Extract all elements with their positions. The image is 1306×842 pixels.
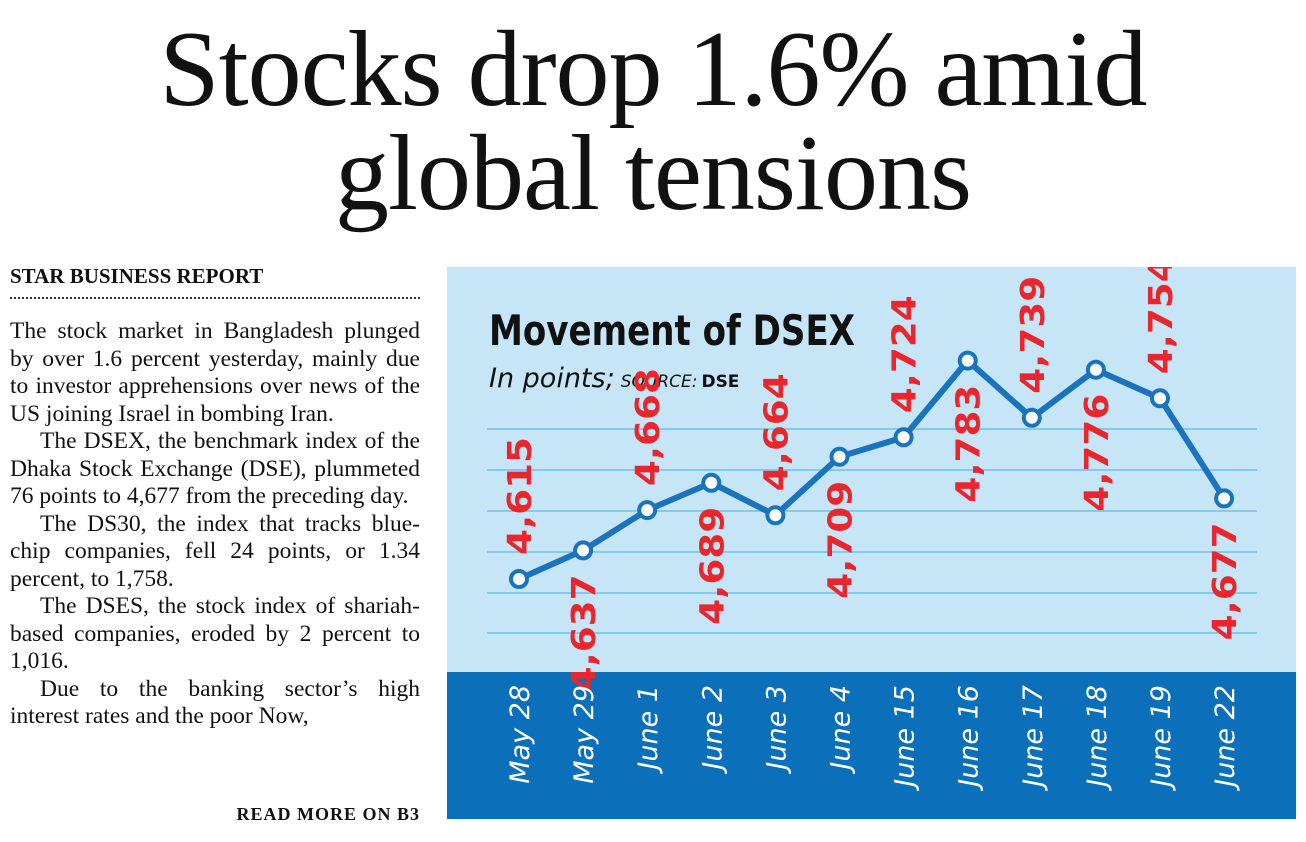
data-point bbox=[957, 350, 978, 371]
headline: Stocks drop 1.6% amid global tensions bbox=[0, 10, 1306, 233]
data-label: 4,754 bbox=[1141, 267, 1180, 374]
data-point bbox=[893, 427, 914, 448]
category-label: June 4 bbox=[826, 685, 857, 775]
category-label: June 15 bbox=[890, 685, 921, 792]
headline-line-2: global tensions bbox=[335, 114, 972, 233]
data-label: 4,739 bbox=[1013, 276, 1052, 394]
data-label: 4,677 bbox=[1205, 522, 1244, 640]
data-label: 4,615 bbox=[500, 437, 539, 555]
byline: STAR BUSINESS REPORT bbox=[10, 264, 420, 299]
article-paragraph: The DSEX, the benchmark index of the Dha… bbox=[10, 428, 420, 509]
dsex-chart: Movement of DSEX In points; SOURCE: DSE 4,… bbox=[447, 267, 1296, 819]
category-label: June 17 bbox=[1018, 685, 1049, 792]
data-point bbox=[1021, 407, 1042, 428]
data-point bbox=[573, 540, 594, 561]
category-label: June 19 bbox=[1146, 685, 1177, 792]
category-label: June 18 bbox=[1082, 685, 1113, 792]
data-point bbox=[1214, 488, 1235, 509]
headline-line-1: Stocks drop 1.6% amid bbox=[159, 10, 1148, 129]
category-label: June 22 bbox=[1210, 685, 1241, 792]
article-paragraph: Due to the banking sector’s high interes… bbox=[10, 675, 420, 730]
chart-subtitle-text: In points; bbox=[489, 363, 615, 394]
chart-source-label: SOURCE: bbox=[621, 372, 698, 392]
dsex-series-line bbox=[516, 357, 1228, 582]
category-label: June 16 bbox=[954, 685, 985, 792]
category-label: May 29 bbox=[569, 685, 600, 784]
data-label: 4,689 bbox=[692, 507, 731, 625]
article-body: The stock market in Bangladesh plunged b… bbox=[10, 318, 420, 788]
article-paragraph: The DS30, the index that tracks blue-chi… bbox=[10, 510, 420, 592]
read-more-link[interactable]: READ MORE ON B3 bbox=[236, 804, 420, 824]
data-label: 4,776 bbox=[1077, 394, 1116, 512]
chart-source-value: DSE bbox=[701, 372, 739, 392]
chart-grid bbox=[487, 428, 1257, 634]
category-label: June 3 bbox=[761, 685, 792, 775]
data-point bbox=[829, 446, 850, 467]
article-paragraph: The DSES, the stock index of shariah-bas… bbox=[10, 593, 420, 674]
data-label: 4,668 bbox=[628, 368, 667, 486]
category-label: June 1 bbox=[633, 685, 664, 775]
chart-subtitle: In points; SOURCE: DSE bbox=[489, 363, 739, 394]
chart-title: Movement of DSEX bbox=[489, 306, 855, 355]
data-point bbox=[637, 500, 658, 521]
article-paragraph: The stock market in Bangladesh plunged b… bbox=[10, 318, 420, 427]
data-label: 4,664 bbox=[756, 373, 795, 491]
data-point bbox=[701, 472, 722, 493]
category-label: June 2 bbox=[697, 685, 728, 775]
data-label: 4,709 bbox=[821, 481, 860, 599]
data-point bbox=[765, 505, 786, 526]
data-point bbox=[509, 569, 529, 589]
data-label: 4,724 bbox=[885, 295, 924, 413]
data-label: 4,637 bbox=[564, 574, 603, 692]
data-label: 4,783 bbox=[949, 385, 988, 503]
data-point bbox=[1085, 359, 1106, 380]
category-band bbox=[447, 672, 1296, 819]
chart-svg: Movement of DSEX In points; SOURCE: DSE 4,… bbox=[447, 267, 1296, 819]
category-label: May 28 bbox=[505, 685, 536, 784]
data-point bbox=[1150, 388, 1170, 409]
